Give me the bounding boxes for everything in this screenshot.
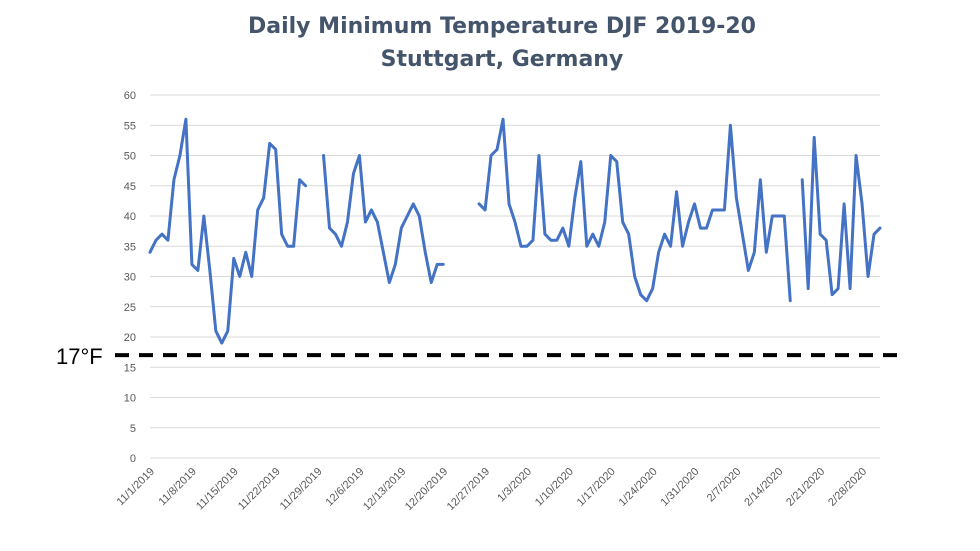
y-tick-label: 55: [124, 120, 136, 132]
y-tick-label: 45: [124, 181, 136, 193]
x-tick-label: 11/8/2019: [156, 466, 199, 509]
y-axis-ticks: 0 5 10 15 20 25 30 35 40 45 50 55 60: [124, 90, 136, 465]
x-tick-label: 12/13/2019: [361, 466, 408, 513]
x-tick-label: 2/7/2020: [705, 466, 744, 505]
y-tick-label: 15: [124, 362, 136, 374]
x-tick-label: 11/29/2019: [278, 466, 325, 513]
y-tick-label: 25: [124, 302, 136, 314]
gridlines: [150, 94, 880, 459]
chart-title: Daily Minimum Temperature DJF 2019-20: [248, 14, 756, 39]
x-tick-label: 1/3/2020: [495, 466, 534, 505]
x-tick-label: 11/22/2019: [236, 466, 283, 513]
x-tick-label: 11/15/2019: [194, 466, 241, 513]
x-tick-label: 12/6/2019: [323, 466, 366, 509]
threshold-label: 17°F: [56, 344, 103, 369]
x-tick-label: 1/17/2020: [575, 466, 618, 509]
x-tick-label: 1/24/2020: [617, 466, 660, 509]
y-tick-label: 30: [124, 272, 136, 284]
x-axis-ticks: 11/1/2019 11/8/201911/15/201911/22/201911…: [115, 466, 870, 513]
x-tick-label: 2/21/2020: [784, 466, 827, 509]
y-tick-label: 10: [124, 393, 136, 405]
x-tick-label: 11/1/2019: [115, 466, 158, 509]
series-group: [148, 117, 882, 345]
x-tick-label: 1/31/2020: [659, 466, 702, 509]
x-tick-label: 2/14/2020: [742, 466, 785, 509]
chart-subtitle: Stuttgart, Germany: [381, 47, 624, 72]
y-tick-label: 20: [124, 332, 136, 344]
y-tick-label: 0: [130, 453, 136, 465]
y-tick-label: 35: [124, 241, 136, 253]
y-tick-label: 60: [124, 90, 136, 102]
x-tick-label: 12/20/2019: [403, 466, 450, 513]
x-tick-label: 2/28/2020: [826, 466, 869, 509]
series-line: [148, 117, 882, 345]
y-tick-label: 5: [130, 423, 136, 435]
x-tick-label: 12/27/2019: [445, 466, 492, 513]
x-tick-label: 1/10/2020: [533, 466, 576, 509]
y-tick-label: 50: [124, 151, 136, 163]
y-tick-label: 40: [124, 211, 136, 223]
